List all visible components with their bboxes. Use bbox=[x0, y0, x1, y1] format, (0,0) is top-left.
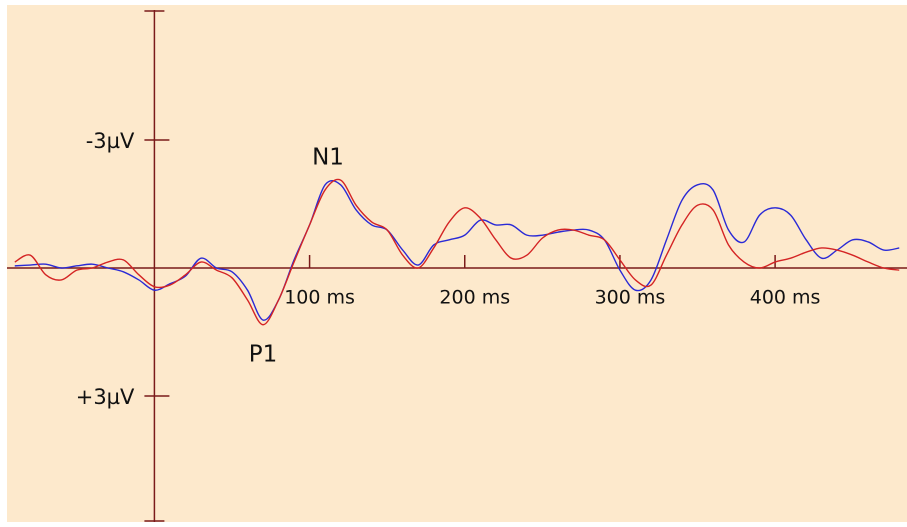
x-tick-label: 300 ms bbox=[595, 287, 666, 309]
plot-background bbox=[7, 5, 907, 522]
y-tick-label: -3µV bbox=[86, 129, 135, 153]
annotation: N1 bbox=[312, 145, 344, 171]
x-tick-label: 100 ms bbox=[284, 287, 355, 309]
x-tick-label: 400 ms bbox=[750, 287, 821, 309]
erp-line bbox=[14, 178, 900, 326]
erp-line bbox=[14, 180, 900, 321]
annotation: P1 bbox=[249, 342, 278, 368]
y-tick-label: +3µV bbox=[76, 385, 135, 409]
x-tick-label: 200 ms bbox=[439, 287, 510, 309]
